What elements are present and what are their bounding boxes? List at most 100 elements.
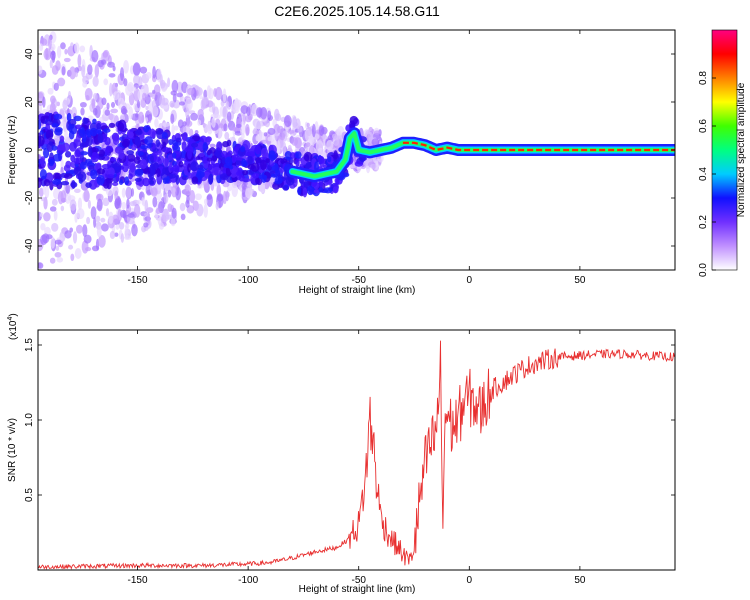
spectrum-y-tick-label: 20 — [24, 96, 35, 108]
spectrum-energy-blob — [73, 115, 82, 122]
snr-plot-area — [38, 330, 675, 570]
spectrum-noise-blob — [197, 108, 204, 119]
spectrum-energy-blob — [40, 115, 45, 124]
spectrum-noise-blob — [182, 121, 187, 127]
spectrum-noise-blob — [203, 203, 208, 218]
spectrum-energy-blob — [117, 122, 125, 132]
spectrum-marks — [38, 31, 675, 269]
spectrum-energy-blob — [196, 171, 205, 179]
spectrum-noise-blob — [197, 119, 202, 126]
spectrum-noise-blob — [130, 188, 135, 197]
spectrum-energy-blob — [79, 161, 87, 170]
spectrum-noise-blob — [96, 225, 102, 238]
spectrum-energy-blob — [302, 187, 308, 198]
spectrum-energy-blob — [161, 131, 168, 140]
spectrum-energy-blob — [178, 161, 184, 168]
spectrum-energy-blob — [51, 123, 59, 128]
spectrum-energy-blob — [224, 156, 234, 166]
spectrum-noise-blob — [204, 96, 209, 105]
spectrum-noise-blob — [82, 224, 88, 237]
spectrum-energy-blob — [187, 148, 192, 160]
spectrum-noise-blob — [179, 202, 186, 212]
spectrum-energy-blob — [327, 156, 332, 163]
spectrum-energy-blob — [150, 161, 159, 170]
spectrum-energy-blob — [70, 154, 76, 162]
spectrum-noise-blob — [118, 222, 125, 230]
spectrum-energy-blob — [169, 167, 179, 172]
spectrum-energy-blob — [260, 147, 269, 158]
spectrum-noise-blob — [203, 123, 209, 134]
spectrum-energy-blob — [127, 131, 134, 139]
spectrum-noise-blob — [124, 225, 129, 240]
spectrum-noise-blob — [62, 99, 68, 110]
spectrum-noise-blob — [142, 92, 147, 101]
spectrum-energy-blob — [107, 167, 115, 177]
spectrum-noise-blob — [38, 65, 43, 75]
spectrum-noise-blob — [55, 60, 61, 71]
spectrum-noise-blob — [40, 212, 44, 218]
colorbar: 0.0 0.2 0.4 0.6 0.8 Normalized spectral ampl… — [698, 29, 747, 277]
spectrum-noise-blob — [311, 123, 316, 138]
spectrum-noise-blob — [173, 125, 179, 131]
spectrum-energy-blob — [212, 166, 222, 176]
spectrum-energy-blob — [53, 113, 63, 120]
spectrum-energy-blob — [96, 174, 105, 186]
spectrum-noise-blob — [306, 122, 310, 128]
spectrum-x-tick-label: 50 — [574, 275, 586, 286]
spectrum-energy-blob — [206, 150, 211, 156]
spectrum-noise-blob — [222, 190, 227, 205]
spectrum-energy-blob — [84, 129, 94, 136]
spectrum-y-ticks: -40 -20 0 20 40 — [24, 48, 675, 253]
spectrum-energy-blob — [168, 138, 174, 146]
spectrum-noise-blob — [60, 190, 67, 203]
spectrum-energy-blob — [175, 137, 182, 143]
spectrum-noise-blob — [41, 233, 50, 244]
spectrum-energy-blob — [39, 130, 44, 135]
spectrum-noise-blob — [246, 106, 251, 116]
spectrum-noise-blob — [49, 206, 57, 212]
spectrum-noise-blob — [44, 185, 50, 199]
spectrum-noise-blob — [152, 196, 158, 208]
spectrum-energy-blob — [106, 178, 112, 190]
spectrum-noise-blob — [64, 129, 68, 140]
spectrum-noise-blob — [86, 216, 91, 225]
spectrum-noise-blob — [137, 111, 145, 124]
spectrum-noise-blob — [64, 48, 68, 55]
snr-y-tick-label: 1.5 — [24, 338, 35, 352]
spectrum-noise-blob — [165, 183, 171, 192]
spectrum-noise-blob — [184, 120, 193, 128]
spectrum-noise-blob — [267, 110, 272, 121]
spectrum-noise-blob — [137, 199, 141, 205]
spectrum-energy-blob — [191, 176, 199, 185]
spectrum-energy-blob — [250, 162, 260, 172]
spectrum-noise-blob — [231, 183, 238, 198]
spectrum-energy-blob — [289, 152, 296, 159]
spectrum-energy-blob — [135, 129, 143, 136]
spectrum-noise-blob — [65, 183, 71, 194]
spectrum-energy-blob — [332, 186, 339, 194]
spectrum-noise-blob — [125, 186, 132, 199]
spectrum-noise-blob — [203, 89, 208, 99]
svg-text:(x104): (x104) — [7, 313, 19, 340]
spectrum-noise-blob — [217, 128, 222, 139]
spectrum-energy-blob — [54, 128, 63, 136]
spectrum-noise-blob — [50, 95, 56, 104]
spectrum-energy-blob — [108, 122, 116, 128]
spectrum-energy-blob — [341, 172, 350, 178]
spectrum-energy-blob — [63, 173, 73, 179]
spectrum-noise-blob — [51, 198, 58, 206]
spectrum-energy-blob — [52, 153, 62, 162]
spectrum-energy-blob — [137, 151, 144, 156]
snr-y-ticks: 0.5 1.0 1.5 — [24, 338, 675, 502]
spectrum-y-tick-label: 0 — [24, 147, 35, 153]
colorbar-tick-label: 0.8 — [698, 71, 709, 85]
spectrum-noise-blob — [369, 163, 377, 169]
spectrum-noise-blob — [176, 92, 183, 98]
spectrum-energy-blob — [260, 159, 267, 171]
spectrum-noise-blob — [56, 45, 62, 59]
spectrum-energy-blob — [147, 143, 152, 149]
spectrum-energy-blob — [64, 150, 72, 158]
colorbar-ticks: 0.0 0.2 0.4 0.6 0.8 — [698, 71, 716, 277]
spectrum-noise-blob — [38, 187, 44, 198]
spectrum-noise-blob — [76, 208, 85, 220]
